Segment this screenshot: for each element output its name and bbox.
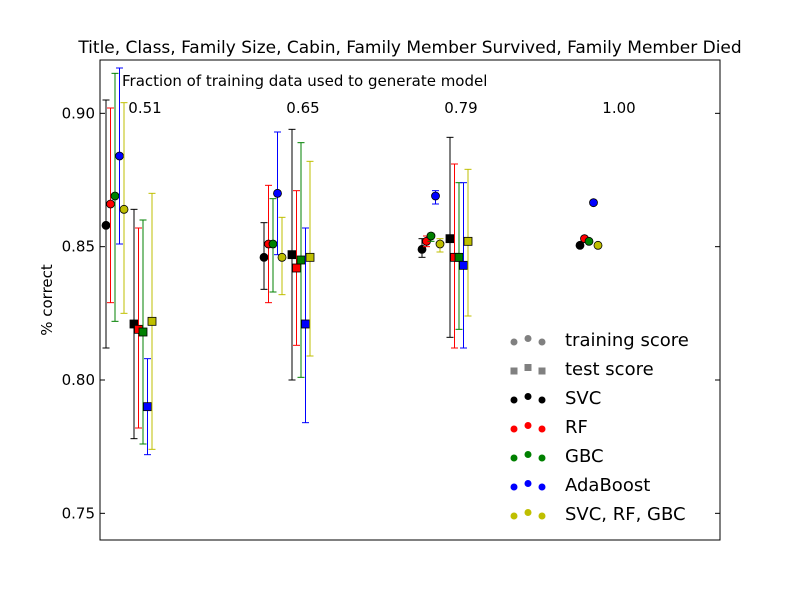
test-point: [463, 236, 473, 246]
legend-marker: [524, 480, 532, 487]
legend-marker: [524, 509, 532, 516]
legend-label: RF: [565, 417, 588, 438]
subtitle: Fraction of training data used to genera…: [122, 72, 487, 90]
y-tick-label: 0.85: [62, 238, 95, 256]
train-point: [417, 244, 427, 254]
train-point: [589, 198, 598, 208]
chart-title: Title, Class, Family Size, Cabin, Family…: [77, 38, 741, 58]
legend-marker: [524, 451, 532, 458]
test-point: [305, 252, 315, 262]
legend-marker: [510, 396, 518, 404]
y-axis-label: % correct: [38, 264, 56, 336]
legend-label: test score: [565, 359, 654, 380]
legend-marker: [538, 454, 546, 462]
legend-marker: [524, 335, 532, 342]
legend-marker: [510, 338, 518, 346]
legend-label: AdaBoost: [565, 475, 650, 496]
legend-marker: [510, 512, 518, 520]
legend-label: SVC: [565, 388, 601, 409]
y-tick-label: 0.90: [62, 104, 95, 122]
train-point: [115, 151, 124, 161]
train-point: [110, 191, 120, 201]
train-point: [268, 239, 278, 249]
train-point: [426, 231, 436, 241]
legend-marker: [510, 425, 518, 433]
legend-label: GBC: [565, 446, 604, 467]
test-point: [147, 316, 157, 326]
y-axis: 0.75 0.80 0.85 0.90: [62, 104, 720, 522]
train-point: [273, 188, 282, 198]
legend-marker: [538, 483, 546, 491]
legend-marker: [538, 338, 546, 346]
train-point: [106, 199, 115, 209]
test-point: [296, 255, 306, 265]
group-label: 0.51: [128, 99, 161, 117]
legend: training score test score SVC RF GBC AdaBoost…: [510, 330, 689, 525]
y-tick-label: 0.75: [62, 504, 95, 522]
group-label: 0.79: [444, 99, 477, 117]
legend-marker: [510, 367, 518, 375]
legend-marker: [538, 396, 546, 404]
plot-area: [99, 59, 721, 541]
legend-marker: [510, 483, 518, 491]
train-point: [584, 236, 594, 246]
test-point: [287, 250, 297, 260]
legend-marker: [510, 454, 518, 462]
train-point: [277, 252, 287, 262]
y-tick-label: 0.80: [62, 371, 95, 389]
train-point: [101, 220, 111, 230]
train-point: [593, 240, 603, 250]
train-point: [435, 239, 445, 249]
legend-marker: [538, 512, 546, 520]
train-point: [259, 252, 269, 262]
group-labels: 0.51 0.65 0.79 1.00: [128, 99, 635, 117]
legend-marker: [538, 425, 546, 433]
test-point: [301, 319, 310, 329]
legend-label: training score: [565, 330, 689, 351]
group-label: 1.00: [602, 99, 635, 117]
legend-marker: [524, 393, 532, 400]
legend-marker: [524, 364, 532, 371]
legend-label: SVC, RF, GBC: [565, 504, 686, 525]
test-point: [138, 327, 148, 337]
test-point: [459, 260, 468, 270]
train-point: [119, 204, 129, 214]
legend-marker: [524, 422, 532, 429]
train-point: [575, 240, 585, 250]
data-marks: [101, 67, 603, 456]
test-point: [445, 234, 455, 244]
group-label: 0.65: [286, 99, 319, 117]
test-point: [454, 252, 464, 262]
test-point: [292, 263, 301, 273]
test-point: [143, 402, 152, 412]
legend-marker: [538, 367, 546, 375]
train-point: [431, 191, 440, 201]
